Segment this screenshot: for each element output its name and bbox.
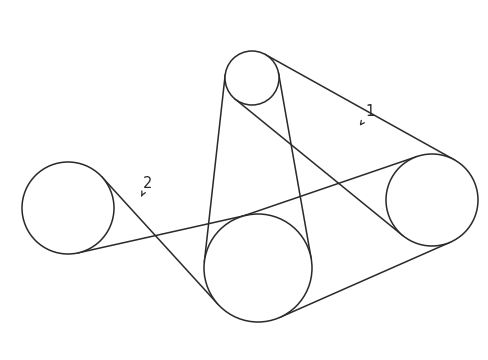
- Ellipse shape: [203, 214, 311, 322]
- Ellipse shape: [224, 51, 279, 105]
- Text: 1: 1: [360, 104, 374, 125]
- Text: 2: 2: [141, 175, 152, 196]
- Ellipse shape: [22, 162, 114, 254]
- Ellipse shape: [385, 154, 477, 246]
